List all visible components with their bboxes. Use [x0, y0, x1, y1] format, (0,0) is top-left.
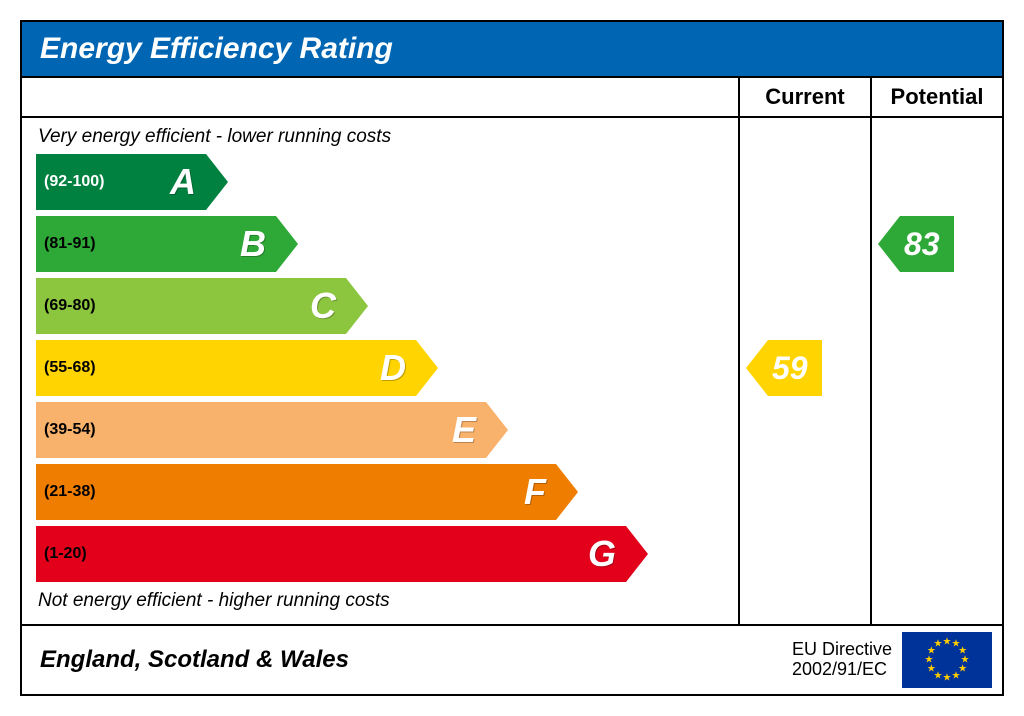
footer-region: England, Scotland & Wales [22, 634, 792, 686]
band-arrow-g [626, 526, 648, 582]
band-letter-f: F [524, 471, 546, 513]
band-bar-e: (39-54) E [36, 402, 486, 458]
caption-top: Very energy efficient - lower running co… [36, 124, 738, 154]
band-range-d: (55-68) [36, 359, 96, 377]
directive-line2: 2002/91/EC [792, 660, 892, 680]
band-bar-f: (21-38) F [36, 464, 556, 520]
band-letter-c: C [310, 285, 336, 327]
bands-list: (92-100) A (81-91) B (69-80) C (55-68) D (39-54)… [36, 154, 738, 582]
band-bar-c: (69-80) C [36, 278, 346, 334]
chart-footer: England, Scotland & Wales EU Directive 2… [22, 624, 1002, 694]
caption-bottom: Not energy efficient - higher running co… [36, 588, 738, 618]
band-range-b: (81-91) [36, 235, 96, 253]
eu-star-icon: ★ [934, 639, 943, 650]
current-column: 59 [738, 118, 870, 624]
band-range-f: (21-38) [36, 483, 96, 501]
chart-body: Very energy efficient - lower running co… [22, 118, 1002, 624]
current-pointer: 59 [746, 340, 822, 396]
band-arrow-c [346, 278, 368, 334]
band-letter-e: E [452, 409, 476, 451]
band-row-f: (21-38) F [36, 464, 738, 520]
band-bar-a: (92-100) A [36, 154, 206, 210]
band-arrow-e [486, 402, 508, 458]
band-arrow-b [276, 216, 298, 272]
chart-title: Energy Efficiency Rating [22, 22, 1002, 76]
column-headers: Current Potential [22, 76, 1002, 118]
current-value: 59 [768, 340, 822, 396]
potential-value: 83 [900, 216, 954, 272]
band-row-d: (55-68) D [36, 340, 738, 396]
eu-stars: ★★★★★★★★★★★★ [925, 638, 969, 682]
footer-directive: EU Directive 2002/91/EC [792, 640, 902, 680]
eu-flag-icon: ★★★★★★★★★★★★ [902, 632, 992, 688]
band-letter-d: D [380, 347, 406, 389]
eu-star-icon: ★ [943, 637, 952, 648]
band-range-e: (39-54) [36, 421, 96, 439]
band-range-g: (1-20) [36, 545, 87, 563]
band-letter-b: B [240, 223, 266, 265]
epc-chart: Energy Efficiency Rating Current Potenti… [20, 20, 1004, 696]
band-row-g: (1-20) G [36, 526, 738, 582]
bands-area: Very energy efficient - lower running co… [22, 118, 738, 624]
potential-pointer: 83 [878, 216, 954, 272]
band-row-a: (92-100) A [36, 154, 738, 210]
band-row-e: (39-54) E [36, 402, 738, 458]
band-bar-d: (55-68) D [36, 340, 416, 396]
potential-pointer-arrow-icon [878, 216, 900, 272]
eu-star-icon: ★ [943, 673, 952, 684]
band-bar-g: (1-20) G [36, 526, 626, 582]
header-potential: Potential [870, 78, 1002, 116]
header-spacer [22, 78, 738, 116]
band-letter-g: G [588, 533, 616, 575]
band-arrow-f [556, 464, 578, 520]
current-pointer-arrow-icon [746, 340, 768, 396]
band-row-c: (69-80) C [36, 278, 738, 334]
directive-line1: EU Directive [792, 640, 892, 660]
band-row-b: (81-91) B [36, 216, 738, 272]
band-bar-b: (81-91) B [36, 216, 276, 272]
band-arrow-a [206, 154, 228, 210]
band-range-c: (69-80) [36, 297, 96, 315]
eu-star-icon: ★ [952, 670, 961, 681]
band-range-a: (92-100) [36, 173, 104, 191]
header-current: Current [738, 78, 870, 116]
band-arrow-d [416, 340, 438, 396]
band-letter-a: A [170, 161, 196, 203]
potential-column: 83 [870, 118, 1002, 624]
